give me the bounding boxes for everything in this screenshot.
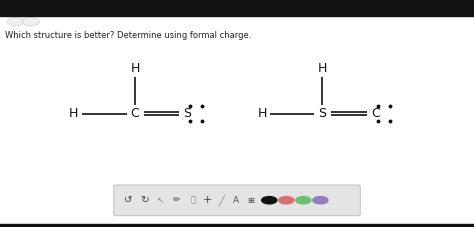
Circle shape bbox=[279, 197, 294, 204]
Text: ↖: ↖ bbox=[156, 196, 164, 205]
Text: H: H bbox=[130, 62, 140, 75]
Text: S: S bbox=[319, 107, 326, 120]
Bar bbox=[0, 224, 474, 227]
Text: ✏: ✏ bbox=[173, 196, 180, 205]
Text: C: C bbox=[131, 107, 139, 120]
Text: ⧉: ⧉ bbox=[191, 196, 195, 205]
Circle shape bbox=[262, 197, 277, 204]
Bar bbox=[0, 0, 474, 16]
FancyBboxPatch shape bbox=[114, 185, 360, 216]
Text: H: H bbox=[69, 107, 78, 120]
Text: H: H bbox=[257, 107, 267, 120]
Circle shape bbox=[296, 197, 311, 204]
Text: ↻: ↻ bbox=[140, 195, 149, 205]
Circle shape bbox=[7, 17, 24, 26]
Text: S: S bbox=[183, 107, 191, 120]
Circle shape bbox=[313, 197, 328, 204]
Text: Which structure is better? Determine using formal charge.: Which structure is better? Determine usi… bbox=[5, 31, 251, 40]
Text: ↺: ↺ bbox=[124, 195, 132, 205]
Text: C: C bbox=[372, 107, 380, 120]
Text: +: + bbox=[203, 195, 212, 205]
Text: ⊞: ⊞ bbox=[248, 196, 255, 205]
Text: ╱: ╱ bbox=[219, 194, 225, 206]
Text: A: A bbox=[233, 196, 239, 205]
Text: H: H bbox=[318, 62, 327, 75]
Circle shape bbox=[22, 17, 39, 26]
